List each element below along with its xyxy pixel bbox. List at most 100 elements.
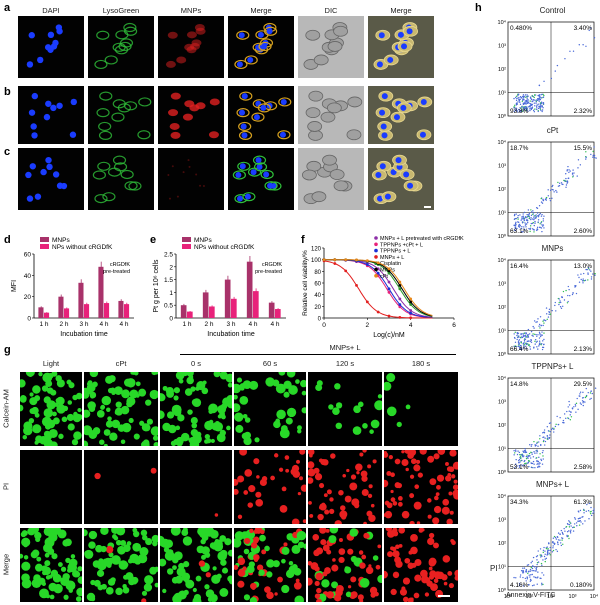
bar-d-1-2 — [84, 304, 90, 318]
quadrant-ul: 34.3% — [510, 499, 529, 506]
y-tick-label: 2.5 — [164, 252, 173, 259]
legend-label: cPt — [380, 274, 388, 280]
h-title-2: MNPs — [541, 244, 564, 253]
panel-label-e: e — [150, 234, 157, 246]
panel-label-b: b — [4, 86, 11, 98]
y-tick-label: 0 — [27, 316, 31, 323]
x-axis-label: Incubation time — [60, 331, 108, 338]
data-point — [409, 297, 413, 301]
y-tick-label: 40 — [314, 293, 321, 299]
x-tick-label: 2 h — [59, 321, 68, 328]
x-tick-label: 1 h — [39, 321, 48, 328]
legend-swatch — [40, 237, 49, 242]
y-tick-label: 0 — [318, 317, 322, 323]
annotation: pre-treated — [255, 269, 282, 275]
g-image-0-4 — [308, 372, 382, 446]
x-axis-label: Incubation time — [207, 331, 255, 338]
y-tick-label: 80 — [314, 270, 321, 276]
quadrant-ll: 53.1% — [510, 464, 529, 471]
header-merge: Merge — [250, 6, 272, 15]
h-y-tick-label: 10⁰ — [498, 469, 507, 476]
data-point — [333, 262, 337, 265]
h-y-tick-label: 10² — [498, 423, 506, 429]
x-tick-label: 4 — [409, 322, 413, 329]
h-y-tick-label: 10⁰ — [498, 113, 507, 120]
data-point — [398, 280, 402, 284]
legend-label: Cisplatin — [380, 261, 401, 267]
quadrant-ur: 61.3% — [574, 499, 593, 506]
h-y-tick-label: 10⁰ — [498, 351, 507, 358]
y-axis-label: MFI — [11, 280, 18, 292]
data-point — [409, 303, 413, 306]
data-point — [409, 316, 413, 320]
quadrant-lr: 0.180% — [570, 582, 592, 589]
bar-e-1-0 — [187, 311, 193, 318]
g-image-2-4 — [308, 528, 382, 602]
header-mnps: MNPs — [180, 6, 202, 15]
y-tick-label: 1.5 — [164, 277, 173, 284]
y-tick-label: 0.5 — [164, 303, 173, 310]
scale-bar — [424, 206, 431, 208]
legend-label: TPPNPs + L — [380, 249, 410, 255]
g-image-1-0 — [20, 450, 82, 524]
g-image-0-2 — [160, 372, 232, 446]
data-point — [387, 271, 391, 275]
y-tick-label: 60 — [314, 282, 321, 288]
h-y-tick-label: 10⁴ — [498, 375, 507, 382]
h-y-tick-label: 10² — [498, 305, 506, 311]
x-axis-label: Log(c)/nM — [373, 332, 405, 339]
micrograph-b-lysogreen — [88, 86, 154, 144]
micrograph-c-dic — [298, 148, 364, 210]
h-y-axis-label: PI — [490, 564, 498, 573]
y-tick-label: 20 — [314, 305, 321, 311]
quadrant-ur: 15.5% — [574, 145, 593, 152]
data-point — [409, 311, 413, 315]
quadrant-lr: 2.32% — [574, 108, 593, 115]
g-image-2-5 — [384, 528, 458, 602]
header-merge-2: Merge — [390, 6, 412, 15]
g-image-0-0 — [20, 372, 82, 446]
data-point — [376, 271, 380, 275]
chart-f: 0 20 40 60 80 100 120 0 2 4 6 Log(c)/nM Relative cel… — [302, 236, 464, 339]
legend-label: MNPs — [194, 237, 212, 244]
legend-label: MNPs — [380, 268, 395, 274]
legend-marker — [374, 274, 378, 278]
annotation: cRGDfK — [110, 262, 131, 268]
bar-e-0-3 — [246, 261, 253, 318]
data-point — [409, 309, 413, 312]
quadrant-ll: 63.1% — [510, 228, 529, 235]
y-tick-label: 20 — [24, 294, 32, 301]
x-tick-label: 3 h — [226, 321, 235, 328]
micrograph-c-dapi — [18, 148, 84, 210]
g-header-5: 180 s — [411, 359, 431, 368]
bar-d-0-0 — [38, 307, 44, 318]
quadrant-ll: 66.4% — [510, 346, 529, 353]
micrograph-c-merge2 — [368, 148, 434, 210]
h-title-3: TPPNPs+ L — [531, 362, 574, 371]
legend-label: MNPs + L — [380, 255, 404, 261]
quadrant-ul: 16.4% — [510, 263, 529, 270]
h-y-tick-label: 10³ — [498, 400, 506, 406]
y-axis-label: Relative cell viability/% — [302, 250, 309, 316]
bar-e-0-4 — [268, 302, 275, 318]
legend-label: NPs without cRGDfK — [52, 244, 113, 251]
g-image-1-4 — [308, 450, 382, 524]
data-point — [387, 287, 391, 291]
g-image-2-3 — [234, 528, 306, 602]
x-tick-label: 4 h — [99, 321, 108, 328]
micrograph-a-dic — [298, 16, 364, 78]
panel-label-c: c — [4, 146, 11, 158]
h-y-tick-label: 10¹ — [498, 565, 506, 571]
data-point — [398, 297, 402, 301]
x-tick-label: 1 h — [182, 321, 191, 328]
data-point — [376, 261, 380, 265]
quadrant-lr: 2.60% — [574, 228, 593, 235]
g-header-4: 120 s — [335, 359, 355, 368]
h-y-tick-label: 10¹ — [498, 447, 506, 453]
x-tick-label: 2 — [366, 322, 370, 329]
g-image-1-3 — [234, 450, 306, 524]
legend-label: MNPs + L pretreated with cRGDfK — [380, 236, 464, 242]
g-image-0-3 — [234, 372, 306, 446]
header-lysogreen: LysoGreen — [102, 6, 140, 15]
h-y-tick-label: 10¹ — [498, 211, 506, 217]
